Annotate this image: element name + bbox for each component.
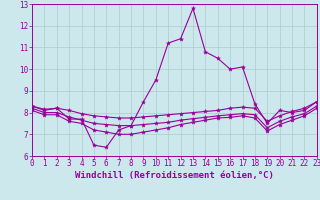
X-axis label: Windchill (Refroidissement éolien,°C): Windchill (Refroidissement éolien,°C) (75, 171, 274, 180)
